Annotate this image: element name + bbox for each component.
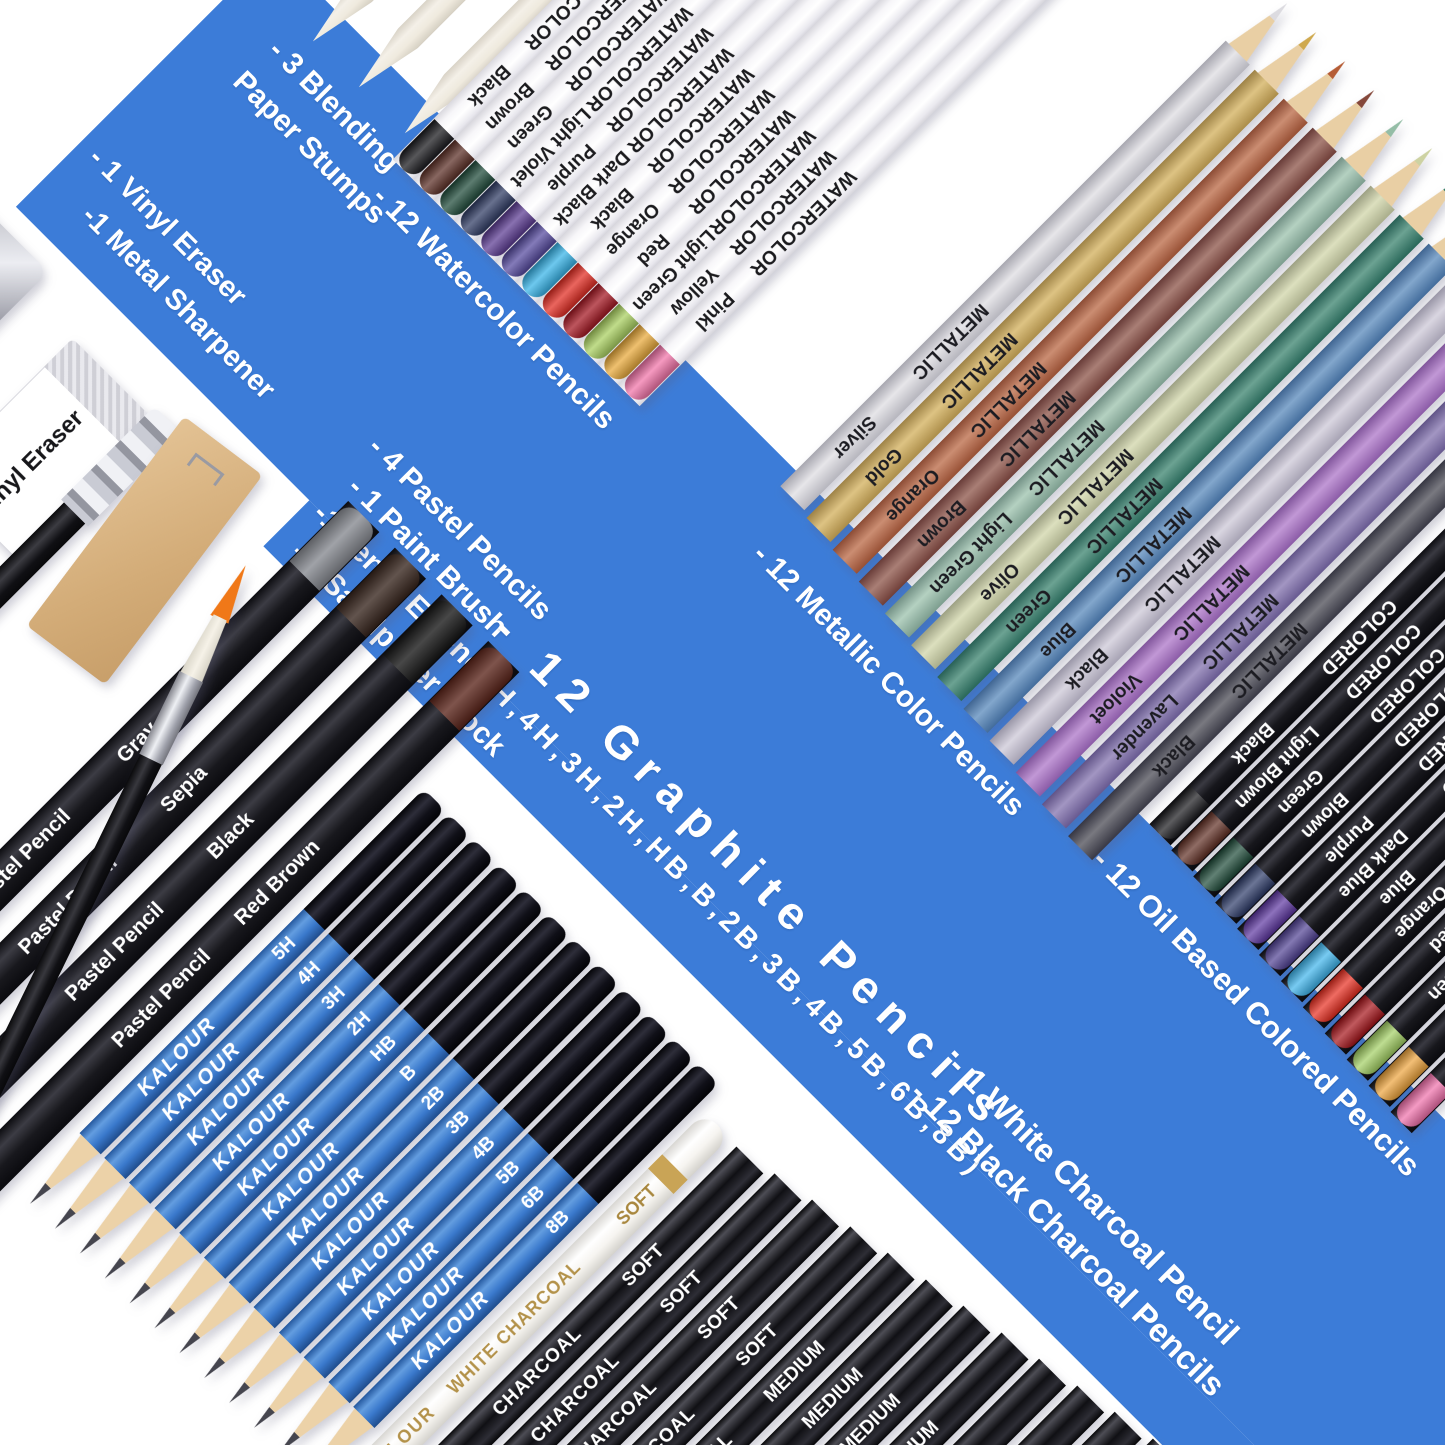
sandpaper-staple (186, 452, 225, 486)
charcoal-pencil-grade: SOFT (655, 1266, 707, 1318)
charcoal-pencil-grade: SOFT (693, 1292, 744, 1344)
charcoal-pencil-grade: SOFT (617, 1239, 669, 1291)
charcoal-pencil-grade: SOFT (731, 1319, 782, 1371)
pastel-pencil-color-name: Sepia (155, 760, 212, 817)
white-charcoal-grade: SOFT (611, 1180, 660, 1229)
pastel-pencil-color-name: Black (202, 807, 258, 864)
